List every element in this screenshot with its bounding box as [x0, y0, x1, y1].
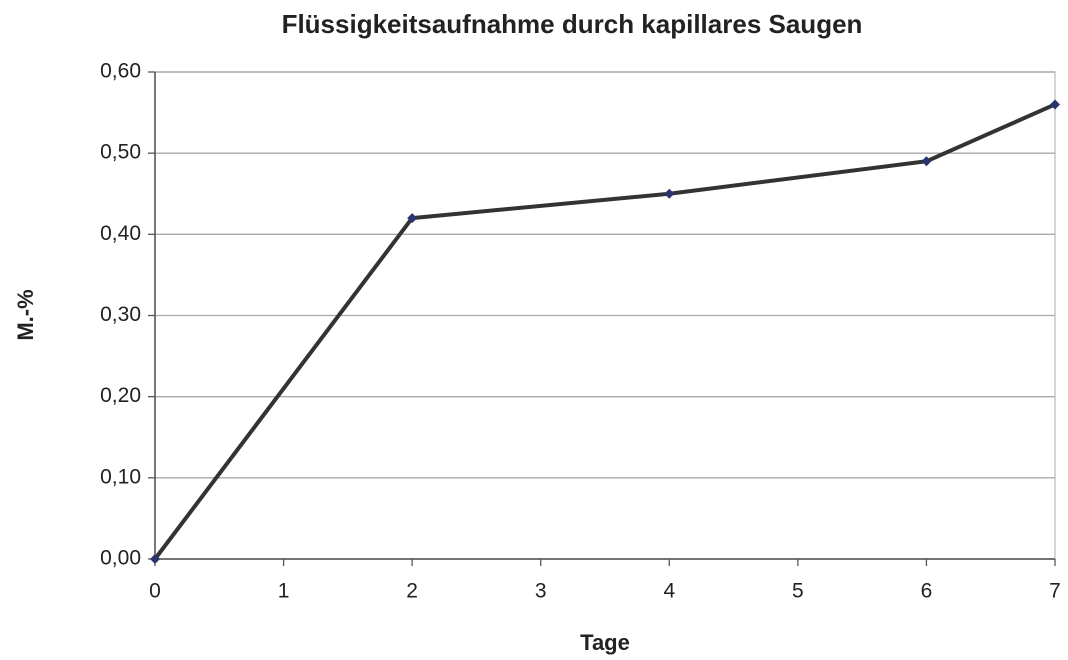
data-line [153, 102, 1056, 561]
x-tick-label: 5 [792, 580, 804, 603]
x-tick-label: 3 [535, 580, 547, 603]
y-tick-label: 0,30 [100, 303, 141, 326]
x-tick-label: 1 [278, 580, 290, 603]
y-tick-label: 0,60 [100, 60, 141, 83]
data-point [407, 213, 418, 224]
y-tick-label: 0,20 [100, 384, 141, 407]
data-point [921, 156, 932, 167]
x-tick-label: 0 [149, 580, 161, 603]
y-axis-title: M.-% [13, 289, 38, 340]
y-tick-label: 0,40 [100, 222, 141, 245]
x-axis-title: Tage [580, 630, 630, 655]
x-tick-label: 7 [1049, 580, 1061, 603]
x-tick-label: 6 [921, 580, 933, 603]
x-tick-label: 4 [663, 580, 675, 603]
y-tick-label: 0,00 [100, 547, 141, 570]
data-point [150, 554, 160, 564]
chart-title: Flüssigkeitsaufnahme durch kapillares Sa… [282, 9, 863, 39]
y-tick-label: 0,50 [100, 141, 141, 164]
y-tick-label: 0,10 [100, 465, 141, 488]
data-point [664, 188, 675, 199]
data-point [1050, 99, 1060, 110]
x-tick-label: 2 [406, 580, 418, 603]
